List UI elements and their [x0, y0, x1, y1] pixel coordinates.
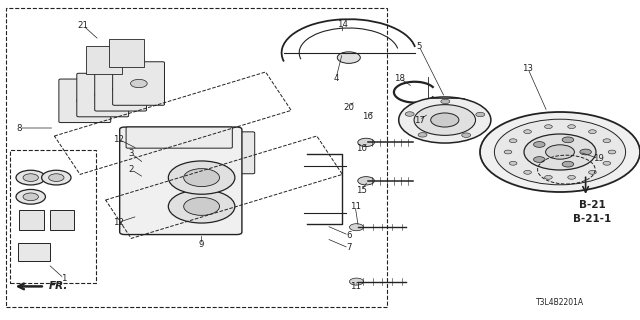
FancyBboxPatch shape: [113, 62, 164, 105]
Text: 2: 2: [129, 165, 134, 174]
Circle shape: [131, 79, 147, 88]
Circle shape: [524, 130, 531, 133]
FancyBboxPatch shape: [86, 46, 122, 74]
Circle shape: [589, 171, 596, 174]
Text: 20: 20: [343, 103, 355, 112]
Circle shape: [545, 175, 552, 179]
Circle shape: [494, 119, 626, 185]
Circle shape: [77, 97, 93, 105]
Circle shape: [23, 174, 38, 181]
Circle shape: [504, 150, 512, 154]
Circle shape: [431, 113, 459, 127]
FancyBboxPatch shape: [203, 132, 255, 174]
Circle shape: [16, 170, 45, 185]
Circle shape: [168, 190, 235, 223]
Circle shape: [461, 133, 470, 137]
Text: 9: 9: [199, 240, 204, 249]
FancyBboxPatch shape: [77, 73, 129, 117]
Text: 11: 11: [349, 282, 361, 291]
Circle shape: [184, 197, 220, 215]
Circle shape: [23, 193, 38, 201]
Circle shape: [568, 125, 575, 129]
FancyBboxPatch shape: [18, 243, 50, 261]
Circle shape: [524, 134, 596, 170]
FancyBboxPatch shape: [164, 145, 216, 187]
Text: 15: 15: [356, 186, 367, 195]
Text: B-21: B-21: [579, 200, 605, 210]
FancyBboxPatch shape: [126, 127, 232, 148]
Text: 3: 3: [129, 149, 134, 158]
Text: 14: 14: [337, 20, 348, 28]
Text: 7: 7: [346, 244, 351, 252]
Circle shape: [358, 177, 374, 185]
Circle shape: [476, 112, 484, 117]
Text: 17: 17: [413, 116, 425, 124]
Text: 21: 21: [77, 21, 89, 30]
FancyBboxPatch shape: [50, 210, 74, 230]
Circle shape: [168, 161, 235, 194]
Circle shape: [545, 145, 575, 159]
Circle shape: [568, 175, 575, 179]
Text: B-21-1: B-21-1: [573, 214, 611, 224]
Text: 16: 16: [362, 112, 374, 121]
Circle shape: [42, 170, 71, 185]
Circle shape: [414, 105, 476, 135]
Circle shape: [418, 132, 427, 137]
Text: T3L4B2201A: T3L4B2201A: [536, 298, 584, 307]
Circle shape: [534, 141, 545, 147]
Text: 12: 12: [113, 218, 124, 227]
Circle shape: [349, 278, 364, 285]
Circle shape: [202, 155, 218, 163]
Text: 8: 8: [17, 124, 22, 132]
FancyBboxPatch shape: [19, 210, 44, 230]
Circle shape: [534, 157, 545, 163]
Circle shape: [545, 125, 552, 129]
Circle shape: [524, 171, 531, 174]
FancyBboxPatch shape: [184, 138, 236, 180]
Circle shape: [337, 52, 360, 63]
Circle shape: [603, 161, 611, 165]
Circle shape: [405, 112, 414, 116]
Text: 12: 12: [113, 135, 124, 144]
FancyBboxPatch shape: [59, 79, 111, 123]
Circle shape: [16, 189, 45, 204]
Circle shape: [509, 161, 517, 165]
Text: 13: 13: [522, 64, 534, 73]
FancyBboxPatch shape: [120, 127, 242, 235]
Circle shape: [589, 130, 596, 133]
Text: 6: 6: [346, 231, 351, 240]
Text: 19: 19: [593, 154, 604, 163]
Circle shape: [480, 112, 640, 192]
Circle shape: [95, 91, 111, 99]
Circle shape: [562, 161, 573, 167]
Text: 5: 5: [417, 42, 422, 51]
Circle shape: [349, 224, 364, 231]
FancyBboxPatch shape: [109, 39, 144, 67]
Circle shape: [509, 139, 517, 143]
Circle shape: [358, 138, 374, 147]
FancyBboxPatch shape: [95, 68, 147, 111]
Text: 4: 4: [333, 74, 339, 83]
Text: 1: 1: [61, 274, 67, 283]
Circle shape: [113, 85, 129, 93]
Circle shape: [49, 174, 64, 181]
Circle shape: [184, 169, 220, 187]
Circle shape: [562, 137, 573, 143]
Circle shape: [441, 99, 450, 104]
Text: 11: 11: [349, 202, 361, 211]
Circle shape: [580, 149, 591, 155]
Text: 10: 10: [356, 144, 367, 153]
Circle shape: [603, 139, 611, 143]
Circle shape: [182, 161, 199, 170]
Text: FR.: FR.: [49, 281, 68, 292]
Circle shape: [399, 97, 491, 143]
Circle shape: [221, 148, 237, 157]
Circle shape: [608, 150, 616, 154]
Text: 18: 18: [394, 74, 406, 83]
